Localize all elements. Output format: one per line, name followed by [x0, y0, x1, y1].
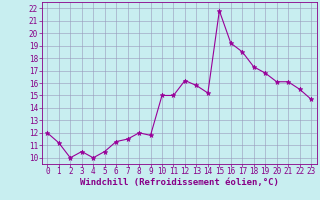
X-axis label: Windchill (Refroidissement éolien,°C): Windchill (Refroidissement éolien,°C) [80, 178, 279, 187]
